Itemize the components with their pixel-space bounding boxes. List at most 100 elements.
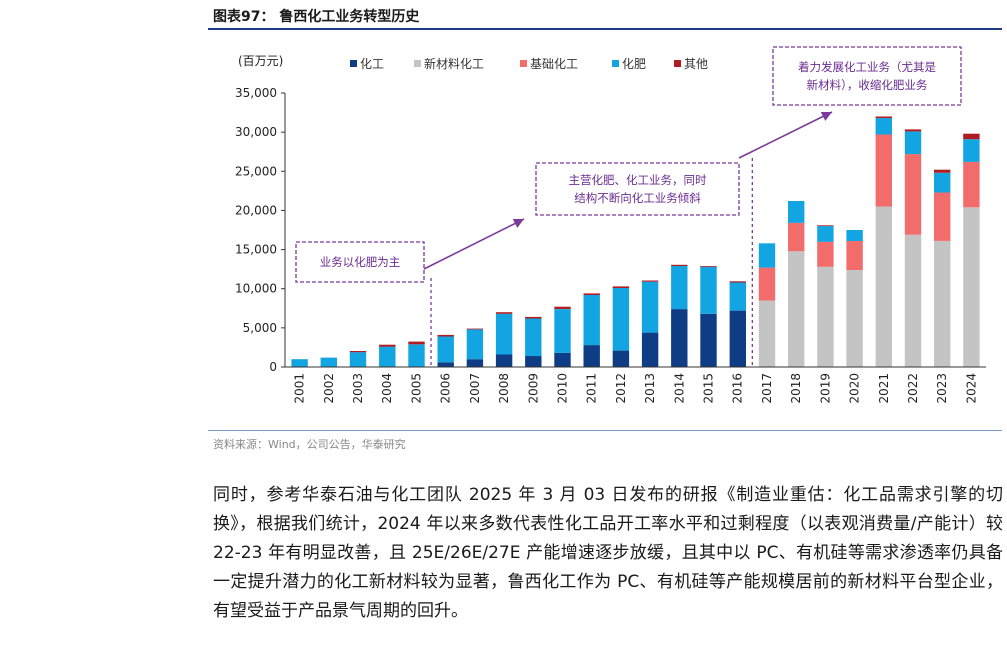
x-tick-label: 2018 <box>789 373 803 404</box>
x-tick-label: 2024 <box>964 373 978 404</box>
bar-segment <box>729 282 746 311</box>
bar-segment <box>934 169 951 173</box>
bar-segment <box>875 206 892 367</box>
bar-segment <box>758 243 776 268</box>
bar-segment <box>583 295 600 346</box>
bar-segment <box>466 359 484 367</box>
bar-segment <box>934 241 951 367</box>
bar-segment <box>758 267 776 301</box>
title-divider <box>208 28 1002 30</box>
y-unit-label: (百万元) <box>238 54 283 68</box>
x-tick-label: 2023 <box>935 373 949 404</box>
x-tick-label: 2021 <box>877 373 891 404</box>
bar-segment <box>846 230 863 241</box>
annotation-arrow <box>423 218 525 270</box>
bar-segment <box>700 266 717 267</box>
bar-segment <box>875 116 892 119</box>
bar-segment <box>466 328 484 330</box>
bar-segment <box>671 264 688 266</box>
body-paragraph: 同时，参考华泰石油与化工团队 2025 年 3 月 03 日发布的研报《制造业重… <box>213 485 1003 621</box>
annotation-text: 主营化肥、化工业务，同时 <box>569 173 707 187</box>
x-tick-label: 2004 <box>380 373 394 404</box>
bar-segment <box>817 266 834 367</box>
bar-segment <box>408 341 425 345</box>
bar-segment <box>817 226 834 242</box>
bar-segment <box>904 131 922 155</box>
chart-legend: 化工 新材料化工 基础化工 化肥 其他 <box>350 56 708 71</box>
bar-segment <box>495 313 513 355</box>
bar-segment <box>554 352 571 367</box>
y-tick-label: 10,000 <box>235 282 277 296</box>
bar-segment <box>379 346 396 367</box>
bar-segment <box>349 351 367 353</box>
bar-segment <box>963 207 980 367</box>
x-tick-label: 2008 <box>497 373 511 404</box>
bar-segment <box>437 362 454 367</box>
bar-segment <box>846 241 863 270</box>
y-tick-label: 30,000 <box>235 125 277 139</box>
legend-label: 新材料化工 <box>424 56 484 71</box>
y-tick-label: 5,000 <box>243 321 277 335</box>
bar-segment <box>320 357 337 367</box>
x-tick-label: 2014 <box>672 373 686 404</box>
x-tick-label: 2020 <box>848 373 862 404</box>
bar-segment <box>963 139 980 162</box>
bar-segment <box>612 286 630 288</box>
x-tick-label: 2002 <box>322 373 336 404</box>
bar-segment <box>846 269 863 367</box>
bar-segment <box>934 192 951 241</box>
legend-label: 化工 <box>360 57 384 71</box>
bar-segment <box>525 318 542 357</box>
x-tick-label: 2019 <box>818 373 832 404</box>
x-tick-label: 2016 <box>731 373 745 404</box>
x-tick-label: 2017 <box>760 373 774 404</box>
legend-label: 化肥 <box>622 57 646 71</box>
bar-segment <box>641 281 659 333</box>
bar-segment <box>904 129 922 132</box>
source-divider <box>208 430 1002 431</box>
annotation-arrowhead <box>512 219 524 228</box>
bar-segment <box>700 313 717 367</box>
bar-segment <box>583 293 600 295</box>
bar-segment <box>904 234 922 367</box>
bar-segment <box>963 133 980 140</box>
legend-swatch <box>520 60 527 67</box>
bar-segment <box>408 344 425 367</box>
bar-segment <box>729 310 746 367</box>
figure-title: 图表97： 鲁西化工业务转型历史 <box>213 9 420 25</box>
y-tick-label: 0 <box>269 360 277 374</box>
bar-segment <box>495 312 513 314</box>
x-tick-label: 2022 <box>906 373 920 404</box>
bar-segment <box>671 309 688 367</box>
bar-segment <box>349 352 367 367</box>
y-tick-label: 25,000 <box>235 164 277 178</box>
bar-segment <box>788 251 805 367</box>
legend-swatch <box>350 60 357 67</box>
x-tick-label: 2006 <box>439 373 453 404</box>
bar-segment <box>525 356 542 367</box>
legend-label: 其他 <box>684 57 708 71</box>
legend-swatch <box>674 60 681 67</box>
bar-segment <box>554 306 571 309</box>
annotation-text: 结构不断向化工业务倾斜 <box>574 191 701 205</box>
x-tick-label: 2007 <box>468 373 482 404</box>
y-tick-label: 20,000 <box>235 203 277 217</box>
annotation-text: 新材料），收缩化肥业务 <box>807 78 928 92</box>
stacked-bar-chart: 0 5,000 10,000 15,000 20,000 25,000 30,000 35,0… <box>235 46 986 404</box>
bar-segment <box>554 309 571 353</box>
x-tick-label: 2015 <box>702 373 716 404</box>
bar-segment <box>788 223 805 252</box>
source-note: 资料来源：Wind，公司公告，华泰研究 <box>213 438 406 451</box>
bar-segment <box>875 118 892 135</box>
bar-segment <box>437 334 454 337</box>
bar-segment <box>583 345 600 367</box>
bar-segment <box>788 201 805 223</box>
bar-segment <box>612 287 630 351</box>
bar-segment <box>291 359 308 367</box>
bar-segment <box>671 266 688 310</box>
annotation-box <box>295 241 425 283</box>
bar-segment <box>817 241 834 267</box>
chart-bars <box>291 116 980 367</box>
annotation-arrow <box>738 111 833 159</box>
